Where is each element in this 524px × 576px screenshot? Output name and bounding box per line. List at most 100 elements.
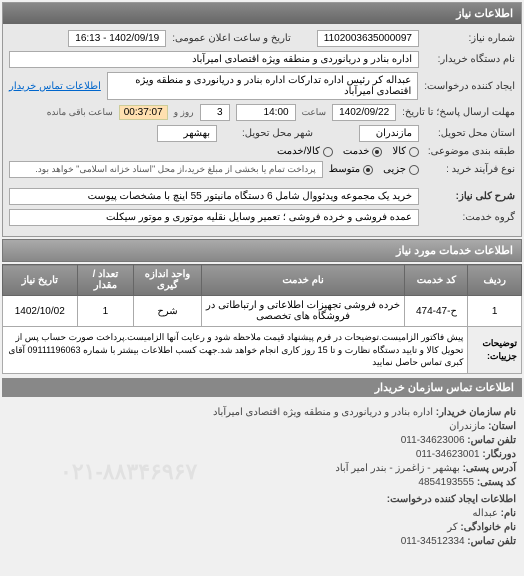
radio-medium[interactable]: متوسط (329, 164, 373, 175)
time-label: ساعت (302, 107, 327, 118)
contact-province-label: استان: (488, 421, 516, 432)
radio-minor-label: جزیی (383, 164, 406, 175)
creator-phone: تلفن تماس: 011-34512334 (8, 536, 516, 547)
remaining-label: ساعت باقی مانده (47, 107, 113, 118)
countdown-timer: 00:37:07 (119, 105, 168, 120)
th-code[interactable]: کد خدمت (405, 265, 468, 296)
table-desc-row: توضیحات جزییات: پیش فاکتور الزامیست.توضی… (3, 327, 522, 374)
cell-unit: شرح (134, 296, 201, 327)
deadline-time: 14:00 (236, 104, 296, 121)
deadline-label: مهلت ارسال پاسخ؛ تا تاریخ: (402, 107, 515, 118)
services-header: اطلاعات خدمات مورد نیاز (2, 239, 522, 262)
radio-goods-label: کالا (392, 146, 406, 157)
radio-icon (409, 165, 419, 175)
postal-label: کد پستی: (477, 477, 516, 488)
group-label: گروه خدمت: (425, 212, 515, 223)
desc-text: پیش فاکتور الزامیست.توضیحات در فرم پیشنه… (3, 327, 468, 374)
radio-icon (323, 147, 333, 157)
fax-label: دورنگار: (482, 449, 516, 460)
days-label: روز و (174, 107, 194, 118)
phone-value: 011-34623006 (401, 435, 465, 446)
panel-header: اطلاعات نیاز (3, 3, 521, 24)
fax-value: 011-34623001 (416, 449, 480, 460)
radio-icon (363, 165, 373, 175)
radio-icon (409, 147, 419, 157)
datetime-value: 1402/09/19 - 16:13 (68, 30, 166, 47)
cell-qty: 1 (77, 296, 134, 327)
th-name[interactable]: نام خدمت (201, 265, 405, 296)
radio-goods[interactable]: کالا (392, 146, 419, 157)
row-buyer: نام دستگاه خریدار: اداره بنادر و دریانور… (9, 51, 515, 68)
buyer-label: نام دستگاه خریدار: (425, 54, 515, 65)
th-num[interactable]: ردیف (468, 265, 522, 296)
th-qty[interactable]: تعداد / مقدار (77, 265, 134, 296)
radio-service-label: خدمت (343, 146, 370, 157)
org-label: نام سازمان خریدار: (436, 407, 516, 418)
watermark-text: ۰۲۱-۸۸۳۴۶۹۶۷ (60, 459, 197, 485)
subject-value: خرید یک مجموعه ویدئووال شامل 6 دستگاه ما… (9, 188, 419, 205)
table-header-row: ردیف کد خدمت نام خدمت واحد اندازه گیری ت… (3, 265, 522, 296)
row-location: استان محل تحویل: مازندران شهر محل تحویل:… (9, 125, 515, 142)
request-number-value: 1102003635000097 (317, 30, 419, 47)
requester-value: عبداله کر رئیس اداره تدارکات اداره بنادر… (107, 72, 418, 100)
radio-medium-label: متوسط (329, 164, 360, 175)
requirement-info-panel: اطلاعات نیاز شماره نیاز: 110200363500009… (2, 2, 522, 237)
cell-num: 1 (468, 296, 522, 327)
address-value: بهشهر - زاغمرز - بندر امیر آباد (335, 463, 459, 474)
radio-both[interactable]: کالا/خدمت (277, 146, 333, 157)
contact-link[interactable]: اطلاعات تماس خریدار (9, 81, 101, 92)
cell-date: 1402/10/02 (3, 296, 78, 327)
row-process: نوع فرآیند خرید : جزیی متوسط پرداخت تمام… (9, 161, 515, 178)
row-deadline: مهلت ارسال پاسخ؛ تا تاریخ: 1402/09/22 سا… (9, 104, 515, 121)
contact-province: استان: مازندران (8, 421, 516, 432)
type-label: طبقه بندی موضوعی: (425, 146, 515, 157)
th-date[interactable]: تاریخ نیاز (3, 265, 78, 296)
creator-family: نام خانوادگی: کر (8, 522, 516, 533)
panel-body: شماره نیاز: 1102003635000097 تاریخ و ساع… (3, 24, 521, 236)
table-row[interactable]: 1 ح-47-474 خرده فروشی تجهیزات اطلاعاتی و… (3, 296, 522, 327)
org-value: اداره بنادر و دریانوردی و منطقه ویژه اقت… (213, 407, 433, 418)
deadline-date: 1402/09/22 (332, 104, 396, 121)
creator-name: نام: عبداله (8, 508, 516, 519)
address-label: آدرس پستی: (463, 463, 516, 474)
province-value: مازندران (359, 125, 419, 142)
row-requester: ایجاد کننده درخواست: عبداله کر رئیس ادار… (9, 72, 515, 100)
phone-label: تلفن تماس: (467, 435, 516, 446)
contact-org: نام سازمان خریدار: اداره بنادر و دریانور… (8, 407, 516, 418)
radio-service[interactable]: خدمت (343, 146, 383, 157)
datetime-label: تاریخ و ساعت اعلان عمومی: (172, 33, 291, 44)
services-table-wrap: ردیف کد خدمت نام خدمت واحد اندازه گیری ت… (2, 264, 522, 374)
contact-phone: تلفن تماس: 011-34623006 (8, 435, 516, 446)
city-value: بهشهر (157, 125, 217, 142)
days-value: 3 (200, 104, 230, 121)
requester-label: ایجاد کننده درخواست: (424, 81, 515, 92)
contact-section: نام سازمان خریدار: اداره بنادر و دریانور… (0, 399, 524, 558)
radio-both-label: کالا/خدمت (277, 146, 320, 157)
family-value: کر (447, 522, 457, 533)
row-group: گروه خدمت: عمده فروشی و خرده فروشی ؛ تعم… (9, 209, 515, 226)
radio-icon (372, 147, 382, 157)
cell-code: ح-47-474 (405, 296, 468, 327)
row-type: طبقه بندی موضوعی: کالا خدمت کالا/خدمت (9, 146, 515, 157)
process-radio-group: جزیی متوسط (329, 164, 419, 175)
request-number-label: شماره نیاز: (425, 33, 515, 44)
row-request-number: شماره نیاز: 1102003635000097 تاریخ و ساع… (9, 30, 515, 47)
process-note: پرداخت تمام یا بخشی از مبلغ خرید،از محل … (9, 161, 323, 178)
family-label: نام خانوادگی: (460, 522, 516, 533)
creator-phone-label: تلفن تماس: (467, 536, 516, 547)
postal-value: 4854193555 (418, 477, 474, 488)
radio-minor[interactable]: جزیی (383, 164, 419, 175)
row-subject: شرح کلی نیاز: خرید یک مجموعه ویدئووال شا… (9, 188, 515, 205)
name-value: عبداله (472, 508, 497, 519)
subject-label: شرح کلی نیاز: (425, 191, 515, 202)
creator-phone-value: 011-34512334 (401, 536, 465, 547)
buyer-value: اداره بنادر و دریانوردی و منطقه ویژه اقت… (9, 51, 419, 68)
group-value: عمده فروشی و خرده فروشی ؛ تعمیر وسایل نق… (9, 209, 419, 226)
province-label: استان محل تحویل: (425, 128, 515, 139)
creator-header: اطلاعات ایجاد کننده درخواست: (8, 494, 516, 505)
type-radio-group: کالا خدمت کالا/خدمت (277, 146, 419, 157)
process-label: نوع فرآیند خرید : (425, 164, 515, 175)
cell-name: خرده فروشی تجهیزات اطلاعاتی و ارتباطاتی … (201, 296, 405, 327)
th-unit[interactable]: واحد اندازه گیری (134, 265, 201, 296)
name-label: نام: (501, 508, 516, 519)
